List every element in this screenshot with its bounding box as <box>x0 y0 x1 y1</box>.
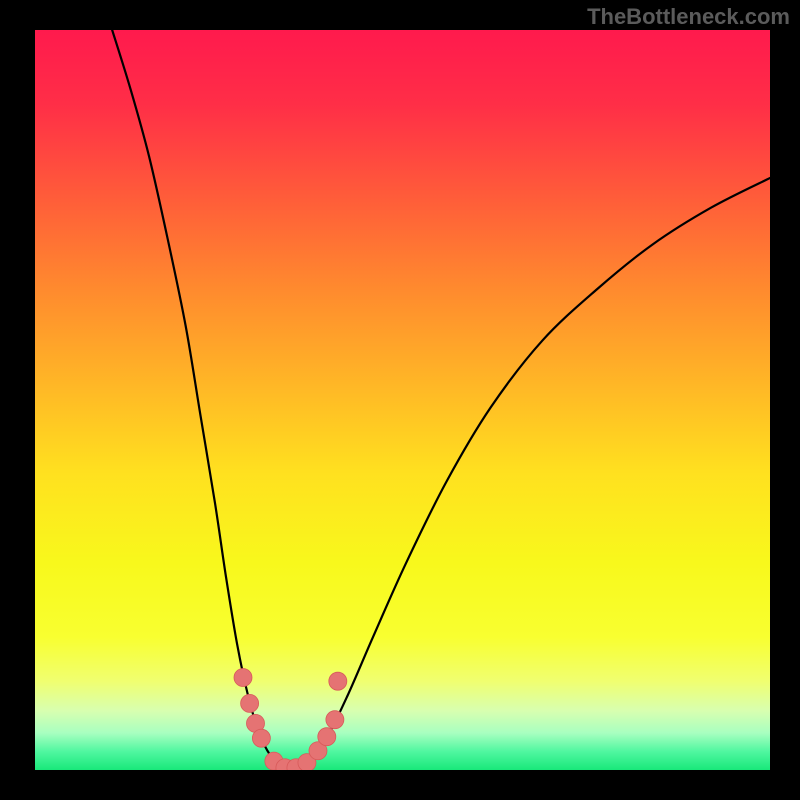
marker-point <box>241 694 259 712</box>
plot-area <box>35 30 770 770</box>
chart-container: TheBottleneck.com <box>0 0 800 800</box>
marker-point <box>329 672 347 690</box>
marker-group <box>234 669 347 771</box>
curve-left_branch <box>112 30 292 770</box>
marker-point <box>252 729 270 747</box>
watermark-text: TheBottleneck.com <box>587 4 790 30</box>
chart-overlay <box>35 30 770 770</box>
curve-right_branch <box>292 178 770 770</box>
marker-point <box>326 711 344 729</box>
marker-point <box>234 669 252 687</box>
marker-point <box>318 728 336 746</box>
curve-group <box>112 30 770 770</box>
